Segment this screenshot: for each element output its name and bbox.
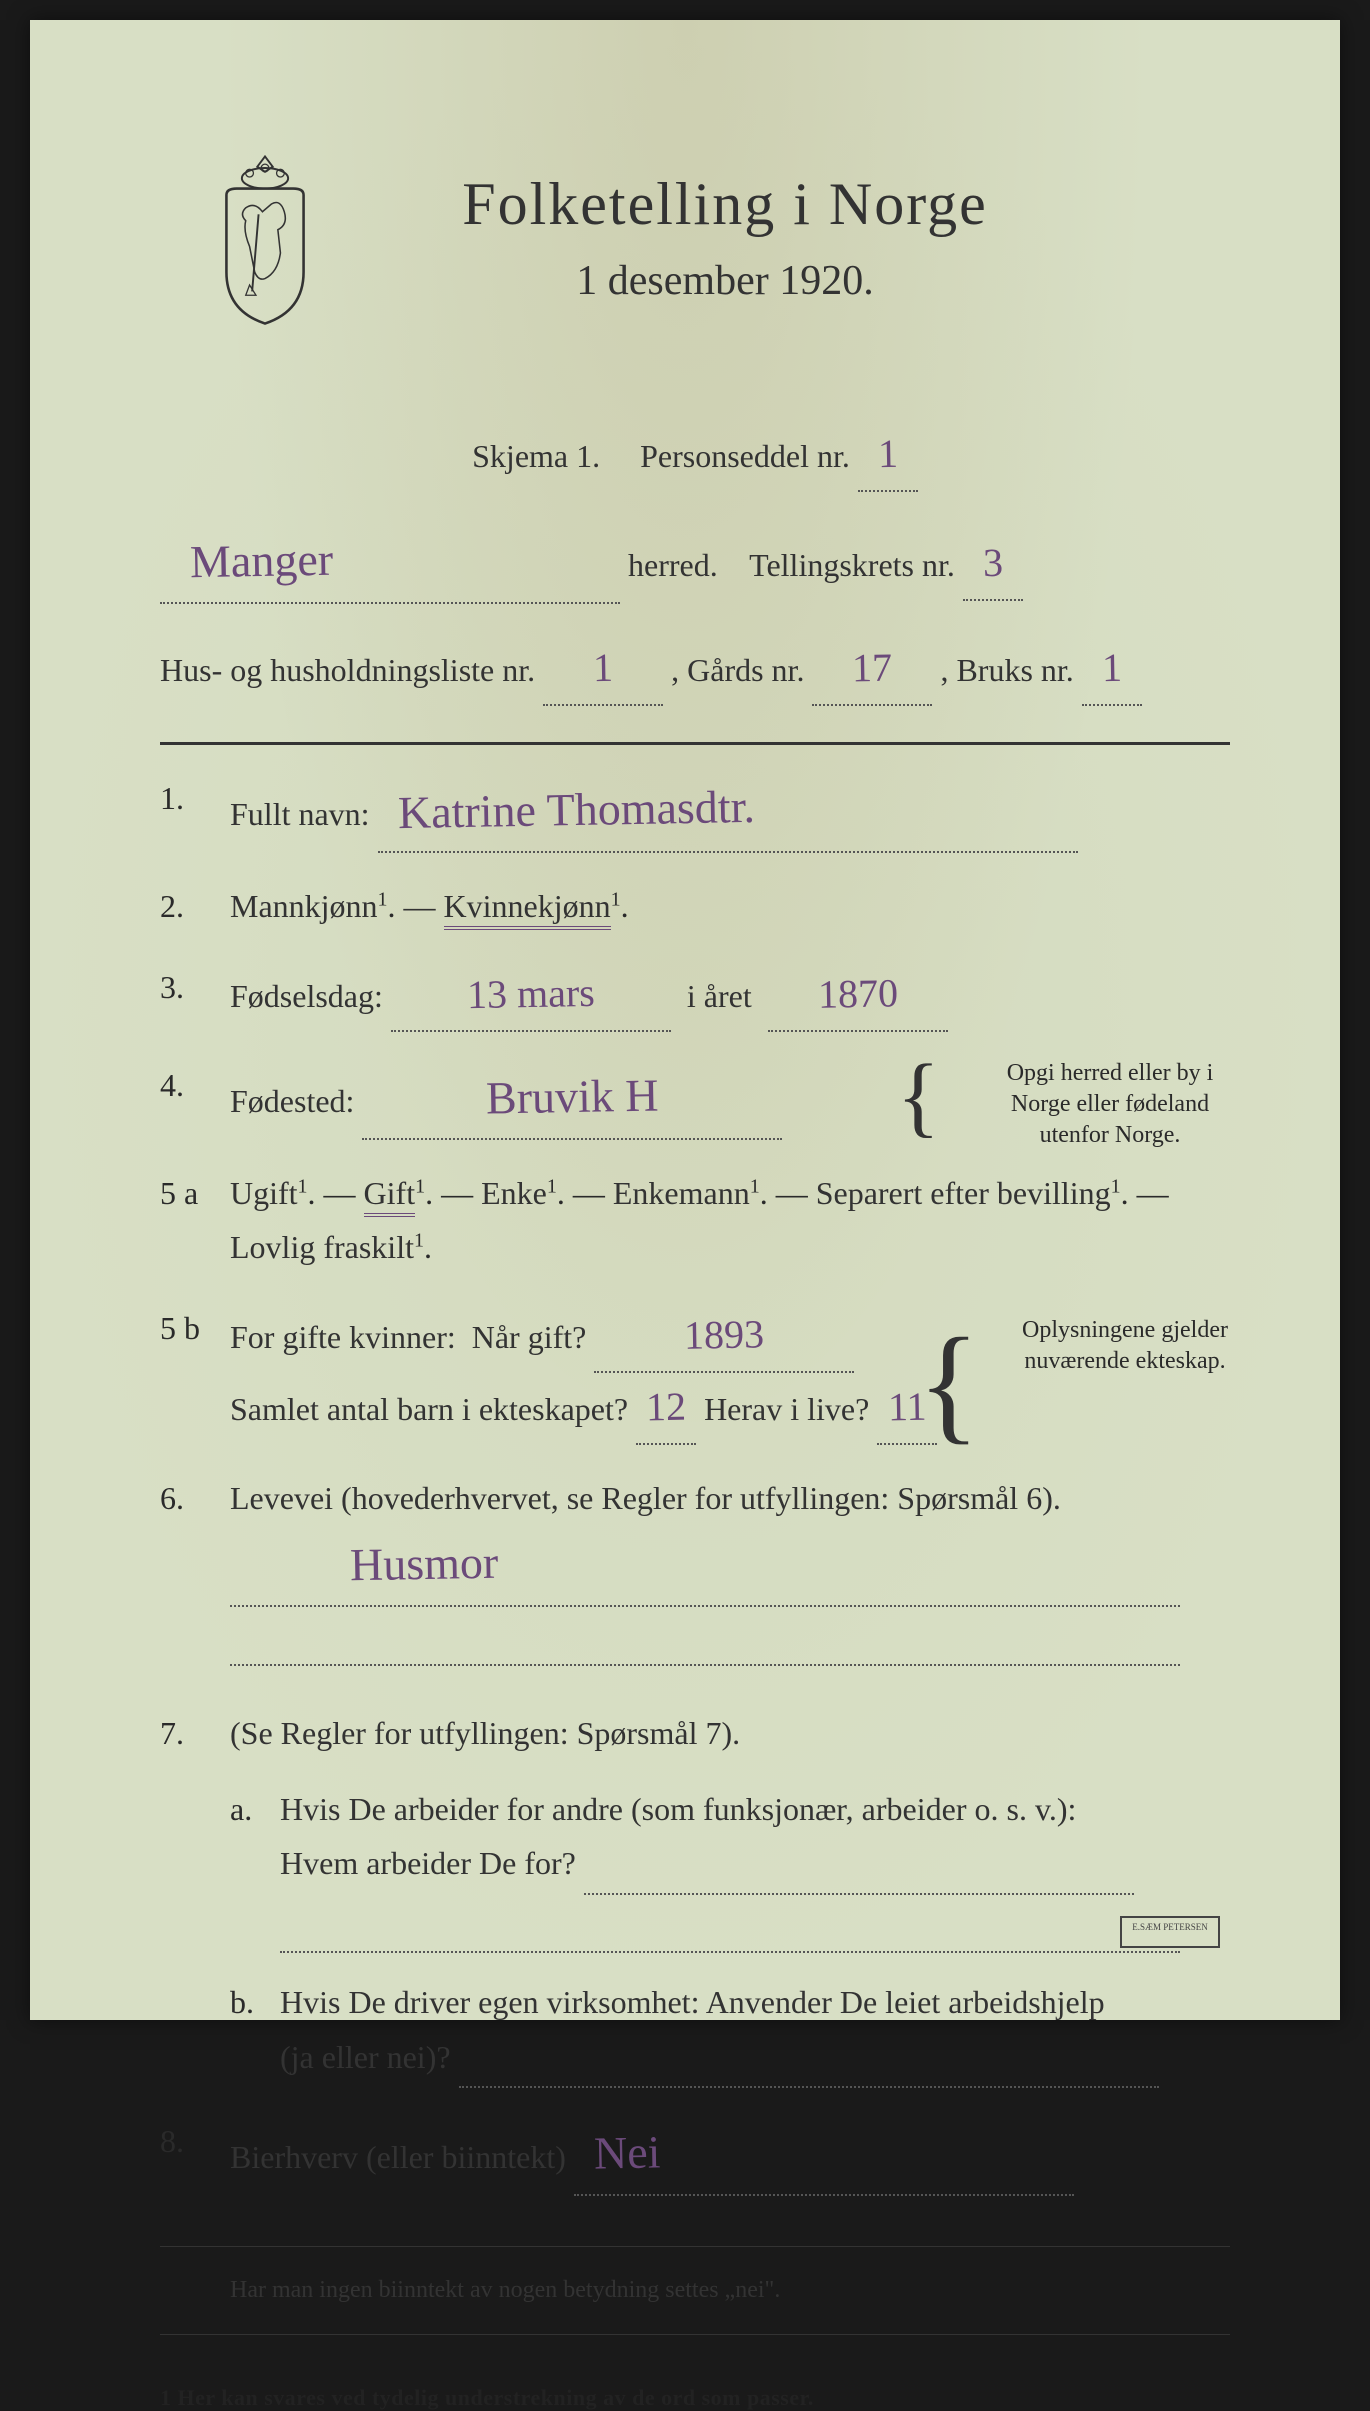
q3-num: 3. [160,960,230,1014]
form-date: 1 desember 1920. [220,257,1230,305]
q5a-enke[interactable]: Enke [481,1175,547,1211]
herred-label: herred. [628,547,718,583]
skjema-label: Skjema 1. [472,438,600,474]
q3-day[interactable]: 13 mars [460,959,601,1029]
q4-value[interactable]: Bruvik H [486,1056,660,1137]
q7b-label: b. [230,1975,280,2088]
gards-label: , Gårds nr. [671,652,804,688]
q1-value[interactable]: Katrine Thomasdtr. [397,768,755,852]
q1-label: Fullt navn: [230,796,370,832]
q6-num: 6. [160,1471,230,1525]
q7-num: 7. [160,1706,230,1760]
q5b-note: Oplysningene gjelder nuværende ekteskap. [1010,1315,1240,1377]
q5a-separert[interactable]: Separert efter bevilling [816,1175,1111,1211]
husliste-label: Hus- og husholdningsliste nr. [160,652,535,688]
divider-3 [160,2334,1230,2335]
q7-row: 7. (Se Regler for utfyllingen: Spørsmål … [160,1706,1230,2088]
tellingskrets-nr[interactable]: 3 [976,529,1009,598]
q5b-gift-label: Når gift? [472,1319,587,1355]
q1-num: 1. [160,771,230,825]
divider-2 [160,2246,1230,2247]
herred-line: Manger herred. Tellingskrets nr. 3 [160,522,1230,604]
q5b-gift-year[interactable]: 1893 [678,1300,771,1370]
q5a-row: 5 a Ugift1. — Gift1. — Enke1. — Enkemann… [160,1166,1230,1275]
q6-label: Levevei (hovederhvervet, se Regler for u… [230,1480,1061,1516]
q2-num: 2. [160,879,230,933]
q2-kvinne-selected[interactable]: Kvinnekjønn [444,888,611,930]
q2-mann[interactable]: Mannkjønn [230,888,378,924]
tellingskrets-label: Tellingskrets nr. [749,547,955,583]
q5b-row: 5 b For gifte kvinner: Når gift? 1893 Sa… [160,1301,1230,1445]
q4-note: Opgi herred eller by i Norge eller fødel… [980,1058,1240,1152]
q7b-text1: Hvis De driver egen virksomhet: Anvender… [280,1984,1105,2020]
q8-value[interactable]: Nei [593,2113,661,2192]
census-form-paper: Folketelling i Norge 1 desember 1920. Sk… [30,20,1340,2020]
personseddel-nr[interactable]: 1 [871,420,904,489]
q5b-num: 5 b [160,1301,230,1355]
q3-year[interactable]: 1870 [811,959,904,1029]
form-header: Folketelling i Norge 1 desember 1920. [160,170,1230,390]
bruks-nr[interactable]: 1 [1095,634,1128,703]
gards-nr[interactable]: 17 [846,634,899,703]
herred-name[interactable]: Manger [189,521,333,602]
q7b-text2: (ja eller nei)? [280,2039,451,2075]
q8-row: 8. Bierhverv (eller biinntekt) Nei [160,2114,1230,2196]
footnote-1: 1 Her kan svares ved tydelig understrekn… [160,2385,1230,2411]
bruks-label: , Bruks nr. [940,652,1073,688]
q7a-text1: Hvis De arbeider for andre (som funksjon… [280,1791,1076,1827]
personseddel-label: Personseddel nr. [640,438,850,474]
husliste-nr[interactable]: 1 [587,634,620,703]
q5a-num: 5 a [160,1166,230,1220]
q7a-text2: Hvem arbeider De for? [280,1845,576,1881]
q7a-label: a. [230,1782,280,1953]
q4-label: Fødested: [230,1083,354,1119]
q3-label: Fødselsdag: [230,978,383,1014]
q8-label: Bierhverv (eller biinntekt) [230,2139,566,2175]
q2-row: 2. Mannkjønn1. — Kvinnekjønn1. [160,879,1230,933]
q5b-barn-count[interactable]: 12 [639,1372,692,1441]
q5b-live-label: Herav i live? [704,1391,869,1427]
printer-stamp: E.SÆM PETERSEN [1120,1916,1220,1948]
q3-mid: i året [687,978,752,1014]
q6-value[interactable]: Husmor [349,1524,499,1605]
q7-lead: (Se Regler for utfyllingen: Spørsmål 7). [230,1715,740,1751]
q6-row: 6. Levevei (hovederhvervet, se Regler fo… [160,1471,1230,1666]
q5a-enkemann[interactable]: Enkemann [613,1175,750,1211]
q3-row: 3. Fødselsdag: 13 mars i året 1870 [160,960,1230,1032]
divider-1 [160,742,1230,745]
q4-row: 4. Fødested: Bruvik H { Opgi herred elle… [160,1058,1230,1140]
husliste-line: Hus- og husholdningsliste nr. 1 , Gårds … [160,634,1230,706]
q5a-gift-selected[interactable]: Gift [364,1175,416,1217]
q5a-fraskilt[interactable]: Lovlig fraskilt [230,1229,414,1265]
form-title: Folketelling i Norge [220,170,1230,239]
norwegian-coat-of-arms-icon [200,150,330,330]
skjema-line: Skjema 1. Personseddel nr. 1 [160,420,1230,492]
q8-num: 8. [160,2114,230,2168]
footer-note: Har man ingen biinntekt av nogen betydni… [160,2277,1230,2304]
q4-num: 4. [160,1058,230,1112]
q5b-lead: For gifte kvinner: [230,1319,456,1355]
q5b-barn-label: Samlet antal barn i ekteskapet? [230,1391,628,1427]
q5a-ugift[interactable]: Ugift [230,1175,298,1211]
q1-row: 1. Fullt navn: Katrine Thomasdtr. [160,771,1230,853]
